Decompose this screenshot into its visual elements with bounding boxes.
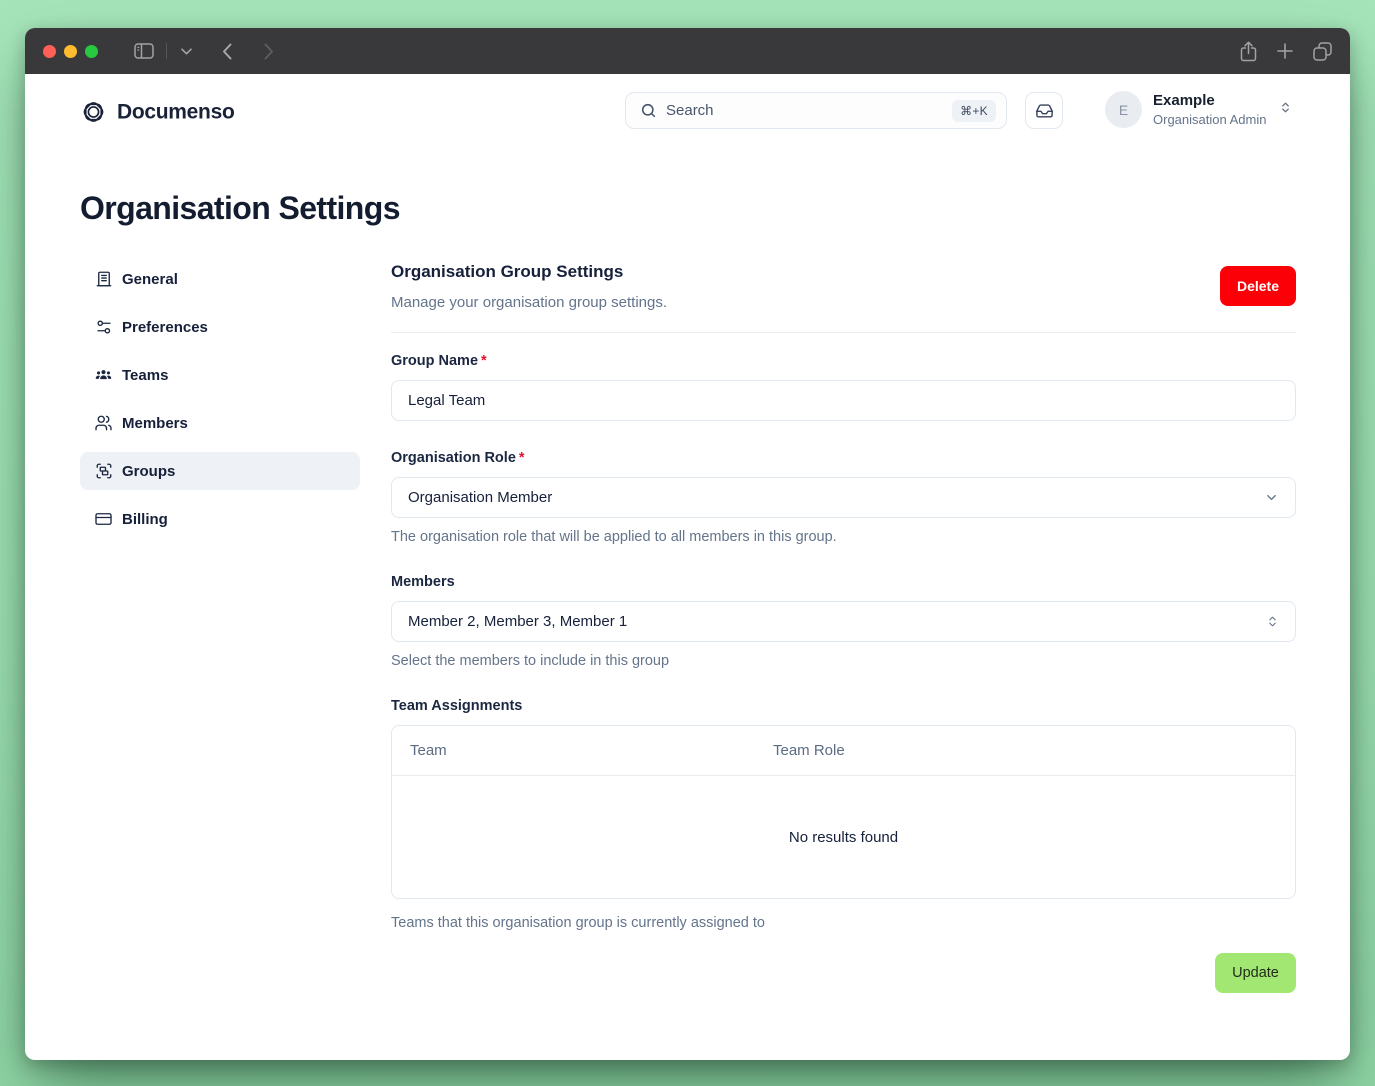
organisation-role-value: Organisation Member xyxy=(408,489,553,506)
chevron-down-icon xyxy=(1264,490,1279,505)
sliders-icon xyxy=(94,318,113,336)
sidebar-item-billing[interactable]: Billing xyxy=(80,500,360,538)
column-header-team: Team xyxy=(410,742,447,759)
column-header-team-role: Team Role xyxy=(773,742,845,759)
sidebar-item-label: Groups xyxy=(122,462,176,480)
back-icon[interactable] xyxy=(214,39,240,64)
chevrons-up-down-icon xyxy=(1279,100,1292,115)
required-asterisk: * xyxy=(518,450,525,466)
sidebar-item-groups[interactable]: Groups xyxy=(80,452,360,490)
inbox-icon xyxy=(1035,101,1054,120)
app-header: Documenso ⌘+K E Example Organisation Adm… xyxy=(25,74,1350,150)
users-filled-icon xyxy=(94,366,113,384)
sidebar-toggle-icon[interactable] xyxy=(126,39,162,63)
credit-card-icon xyxy=(94,510,113,528)
new-tab-icon[interactable] xyxy=(1277,43,1293,59)
user-name: Example xyxy=(1153,92,1215,109)
sidebar-item-label: Preferences xyxy=(122,318,208,336)
search-input[interactable] xyxy=(666,102,944,119)
search-bar[interactable]: ⌘+K xyxy=(625,92,1007,129)
organisation-role-helper: The organisation role that will be appli… xyxy=(391,529,837,545)
organisation-role-label: Organisation Role * xyxy=(391,450,525,466)
traffic-lights xyxy=(43,44,98,58)
group-settings-panel: Organisation Group Settings Manage your … xyxy=(391,260,1296,993)
brand-name: Documenso xyxy=(117,100,235,123)
brand-logo[interactable]: Documenso xyxy=(80,99,235,126)
browser-titlebar xyxy=(25,28,1350,74)
sidebar-item-general[interactable]: General xyxy=(80,260,360,298)
sidebar-item-teams[interactable]: Teams xyxy=(80,356,360,394)
browser-window: Documenso ⌘+K E Example Organisation Adm… xyxy=(25,28,1350,1060)
members-helper: Select the members to include in this gr… xyxy=(391,653,670,669)
titlebar-divider xyxy=(166,43,167,59)
empty-state-text: No results found xyxy=(788,828,899,846)
sidebar-item-preferences[interactable]: Preferences xyxy=(80,308,360,346)
organisation-role-select[interactable]: Organisation Member xyxy=(391,477,1296,518)
sidebar-item-label: Members xyxy=(122,414,188,432)
building-icon xyxy=(94,270,113,288)
team-assignments-helper: Teams that this organisation group is cu… xyxy=(391,915,765,931)
members-multiselect[interactable]: Member 2, Member 3, Member 1 xyxy=(391,601,1296,642)
search-icon xyxy=(640,102,657,119)
inbox-button[interactable] xyxy=(1025,92,1063,129)
section-divider xyxy=(391,332,1296,333)
search-shortcut-badge: ⌘+K xyxy=(952,99,996,122)
section-title: Organisation Group Settings xyxy=(391,262,624,281)
section-subtitle: Manage your organisation group settings. xyxy=(391,294,668,311)
sidebar-item-members[interactable]: Members xyxy=(80,404,360,442)
group-name-label: Group Name * xyxy=(391,353,487,369)
sidebar-item-label: General xyxy=(122,270,178,288)
group-icon xyxy=(94,462,113,480)
share-icon[interactable] xyxy=(1240,41,1257,62)
members-label: Members xyxy=(391,574,455,590)
minimize-window-button[interactable] xyxy=(64,44,77,58)
users-icon xyxy=(94,414,113,432)
chevron-down-icon[interactable] xyxy=(173,44,200,59)
required-asterisk: * xyxy=(481,353,487,369)
page-title: Organisation Settings xyxy=(80,190,400,226)
team-assignments-table: Team Team Role No results found xyxy=(391,725,1296,899)
settings-sidebar: General Preferences xyxy=(80,260,360,548)
delete-button[interactable]: Delete xyxy=(1220,266,1296,306)
members-value: Member 2, Member 3, Member 1 xyxy=(408,613,628,630)
group-name-input[interactable] xyxy=(391,380,1296,421)
team-assignments-label: Team Assignments xyxy=(391,698,523,714)
user-menu[interactable]: E Example Organisation Admin xyxy=(1105,91,1292,128)
zoom-window-button[interactable] xyxy=(85,44,98,58)
sidebar-item-label: Billing xyxy=(122,510,168,528)
tab-overview-icon[interactable] xyxy=(1313,41,1332,61)
user-role: Organisation Admin xyxy=(1153,111,1267,127)
update-button[interactable]: Update xyxy=(1215,953,1296,993)
avatar: E xyxy=(1105,91,1142,128)
documenso-seal-icon xyxy=(80,99,107,126)
forward-icon[interactable] xyxy=(256,39,282,64)
chevrons-up-down-icon xyxy=(1266,614,1279,629)
sidebar-item-label: Teams xyxy=(122,366,169,384)
close-window-button[interactable] xyxy=(43,44,56,58)
